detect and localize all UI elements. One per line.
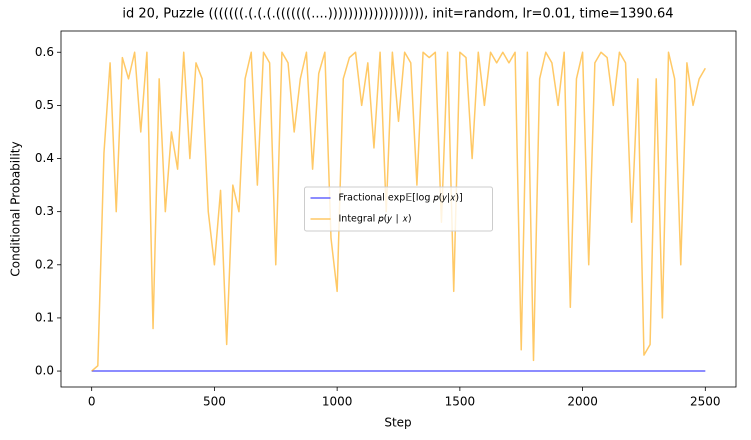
legend-label: Fractional exp𝔼[log 𝑝(𝑦|𝑥)] <box>339 193 463 204</box>
x-tick-label: 2000 <box>567 395 598 409</box>
x-tick-label: 1500 <box>445 395 476 409</box>
y-tick-label: 0.2 <box>35 257 54 271</box>
x-tick-label: 1000 <box>322 395 353 409</box>
y-tick-label: 0.4 <box>35 151 54 165</box>
legend-box <box>304 186 493 232</box>
y-tick-label: 0.6 <box>35 45 54 59</box>
series-line <box>91 51 706 372</box>
chart-title: id 20, Puzzle (((((((.(.(.(.(((((((....)… <box>122 7 673 22</box>
y-tick-label: 0.3 <box>35 204 54 218</box>
legend-label: Integral 𝑝(𝑦 ∣ 𝑥) <box>339 214 412 225</box>
plot-frame <box>60 30 737 388</box>
y-axis-label: Conditional Probability <box>9 141 23 276</box>
y-tick-label: 0.5 <box>35 98 54 112</box>
x-tick-label: 2500 <box>690 395 721 409</box>
x-tick-label: 500 <box>203 395 226 409</box>
y-tick-label: 0.0 <box>35 364 54 378</box>
y-tick-label: 0.1 <box>35 310 54 324</box>
x-axis-label: Step <box>384 416 411 430</box>
x-tick-label: 0 <box>88 395 96 409</box>
